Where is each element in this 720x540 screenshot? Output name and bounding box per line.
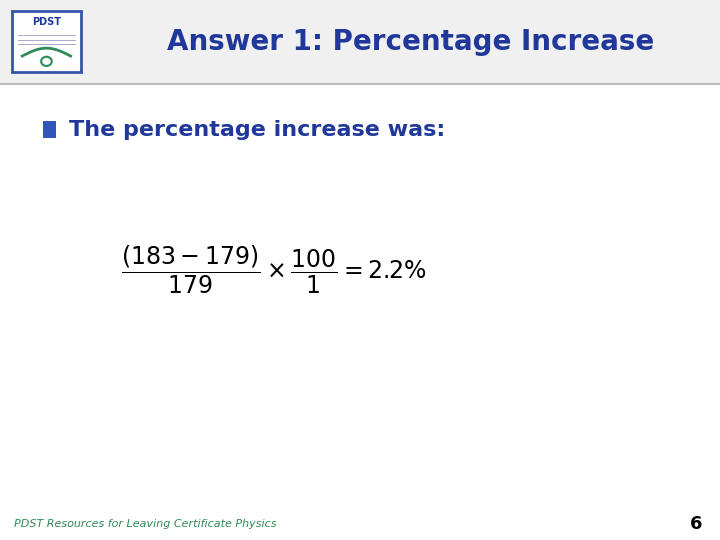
Text: PDST Resources for Leaving Certificate Physics: PDST Resources for Leaving Certificate P… [14,519,277,529]
Text: PDST: PDST [32,17,61,27]
FancyBboxPatch shape [12,11,81,72]
Text: 6: 6 [690,515,702,533]
Text: $\dfrac{(183-179)}{179}\times\dfrac{100}{1} = 2.2\%$: $\dfrac{(183-179)}{179}\times\dfrac{100}… [120,244,427,296]
Bar [43,122,56,138]
Bar [0,0,720,84]
Text: The percentage increase was:: The percentage increase was: [69,119,446,140]
Text: Answer 1: Percentage Increase: Answer 1: Percentage Increase [167,28,654,56]
